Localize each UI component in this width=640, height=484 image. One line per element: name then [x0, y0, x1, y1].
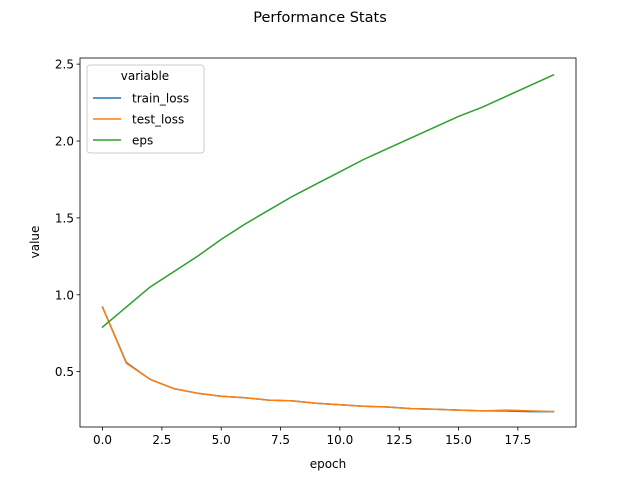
axes-frame [79, 57, 577, 428]
x-tick-label: 7.5 [271, 433, 290, 447]
legend-label-train_loss: train_loss [132, 92, 189, 106]
x-tick-label: 12.5 [386, 433, 413, 447]
x-tick-label: 5.0 [212, 433, 231, 447]
y-tick-label: 1.0 [55, 288, 74, 302]
series-line-test_loss [101, 306, 555, 413]
x-tick-label: 0.0 [93, 433, 112, 447]
x-axis-label: epoch [310, 457, 347, 471]
x-tick-label: 10.0 [327, 433, 354, 447]
y-tick-label: 0.5 [55, 365, 74, 379]
legend-label-test_loss: test_loss [132, 113, 184, 127]
legend-title: variable [121, 69, 169, 83]
y-tick-label: 2.0 [55, 135, 74, 149]
legend-label-eps: eps [132, 134, 153, 148]
y-tick-label: 1.5 [55, 211, 74, 225]
x-tick-label: 15.0 [445, 433, 472, 447]
chart-title: Performance Stats [253, 10, 387, 26]
series-line-eps [101, 73, 555, 329]
y-axis-label: value [28, 226, 42, 259]
legend-frame [86, 64, 205, 154]
plot-area: 0.0 2.5 5.0 7.5 10.0 12.5 15.0 17.5 0.5 1.0 1.5 2.0… [55, 57, 577, 447]
y-tick-label: 2.5 [55, 58, 74, 72]
x-tick-label: 2.5 [152, 433, 171, 447]
x-tick-label: 17.5 [504, 433, 531, 447]
